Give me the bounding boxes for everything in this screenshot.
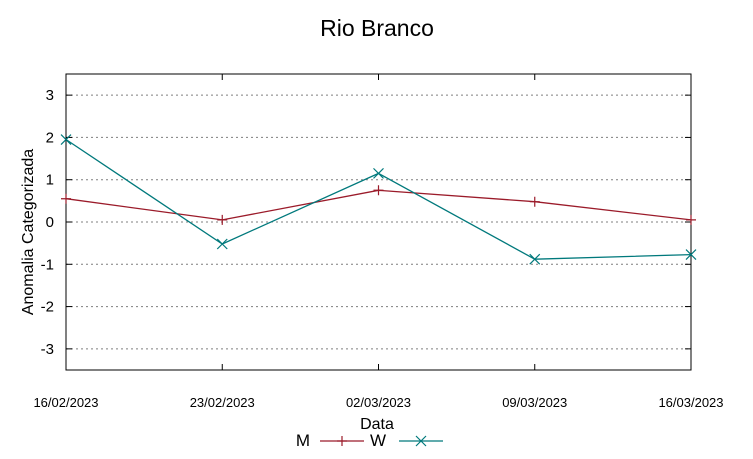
x-axis-label: Data [360, 416, 394, 433]
y-tick-label: 2 [46, 129, 54, 146]
x-tick-label: 16/03/2023 [658, 395, 723, 410]
grid-lines [66, 94, 691, 350]
y-axis-ticks: 3 2 1 0 -1 -2 -3 [41, 87, 691, 358]
x-axis-ticks: 16/02/2023 23/02/2023 02/03/2023 09/03/2023… [33, 74, 724, 410]
y-tick-label: -3 [41, 341, 54, 358]
x-tick-label: 09/03/2023 [502, 395, 567, 410]
legend-marker-m [337, 436, 347, 446]
y-tick-label: -1 [41, 256, 54, 273]
y-axis-label: Anomalia Categorizada [20, 149, 37, 315]
data-point-m [373, 185, 384, 196]
x-tick-label: 02/03/2023 [346, 395, 411, 410]
chart-title: Rio Branco [320, 15, 434, 41]
y-tick-label: 1 [46, 172, 54, 189]
data-point-m [686, 214, 696, 225]
data-point-w [373, 167, 384, 179]
legend-label-m: M [296, 431, 310, 450]
data-point-w [529, 253, 541, 265]
y-tick-label: 0 [46, 214, 54, 231]
legend-label-w: W [370, 431, 386, 450]
x-tick-label: 23/02/2023 [190, 395, 255, 410]
data-point-m [529, 196, 540, 207]
y-tick-label: -2 [41, 299, 54, 316]
series-line-w [65, 138, 692, 260]
data-point-w [216, 238, 228, 250]
legend-marker-w [415, 435, 427, 447]
data-point-w [60, 134, 72, 145]
series-layer [60, 134, 697, 265]
data-point-w [685, 249, 697, 260]
series-m [61, 185, 696, 225]
data-point-m [217, 214, 228, 225]
legend-item-w: W [370, 431, 443, 450]
data-point-m [61, 193, 71, 204]
series-w [60, 134, 697, 265]
x-tick-label: 16/02/2023 [33, 395, 98, 410]
legend-item-m: M [296, 431, 364, 450]
y-tick-label: 3 [46, 87, 54, 104]
